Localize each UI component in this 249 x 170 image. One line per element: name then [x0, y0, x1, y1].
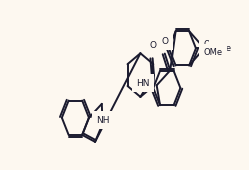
Text: NH: NH [96, 116, 110, 125]
Text: OMe: OMe [203, 48, 223, 57]
Text: OMe: OMe [213, 44, 232, 53]
Text: O: O [149, 41, 156, 50]
Text: N: N [137, 79, 144, 88]
Text: HN: HN [136, 79, 150, 88]
Text: O: O [161, 37, 168, 46]
Text: OMe: OMe [203, 40, 223, 49]
